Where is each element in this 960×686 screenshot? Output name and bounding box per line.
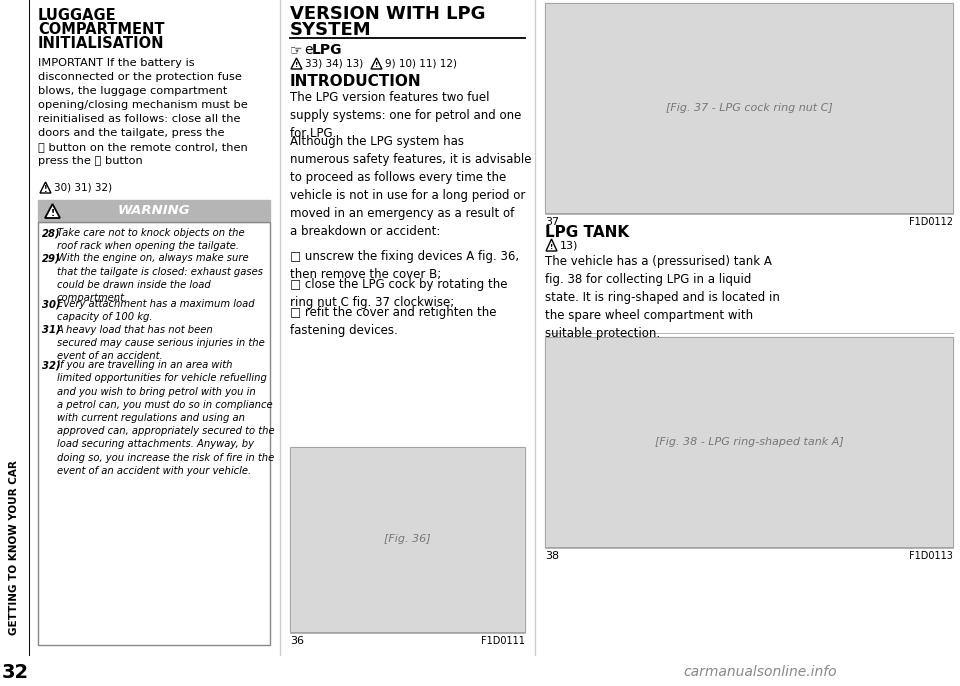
Text: The LPG version features two fuel
supply systems: one for petrol and one
for LPG: The LPG version features two fuel supply…	[290, 91, 521, 140]
Text: !: !	[44, 185, 47, 195]
Text: carmanualsonline.info: carmanualsonline.info	[684, 665, 837, 679]
Text: 29): 29)	[42, 253, 60, 263]
Text: !: !	[374, 62, 378, 68]
Text: □ close the LPG cock by rotating the
ring nut C fig. 37 clockwise;: □ close the LPG cock by rotating the rin…	[290, 278, 508, 309]
Text: 13): 13)	[560, 240, 578, 250]
Text: Take care not to knock objects on the
roof rack when opening the tailgate.: Take care not to knock objects on the ro…	[57, 228, 245, 251]
Text: 30): 30)	[42, 299, 60, 309]
Text: LPG TANK: LPG TANK	[545, 225, 629, 240]
Text: 36: 36	[290, 636, 304, 646]
Text: If you are travelling in an area with
limited opportunities for vehicle refuelli: If you are travelling in an area with li…	[57, 360, 275, 476]
Text: With the engine on, always make sure
that the tailgate is closed: exhaust gases
: With the engine on, always make sure tha…	[57, 253, 263, 303]
Bar	[38, 222, 270, 645]
Text: 32: 32	[1, 663, 29, 681]
Bar	[545, 337, 953, 547]
Text: 30) 31) 32): 30) 31) 32)	[54, 183, 112, 193]
Text: Although the LPG system has
numerous safety features, it is advisable
to proceed: Although the LPG system has numerous saf…	[290, 135, 532, 238]
Text: □ unscrew the fixing devices A fig. 36,
then remove the cover B;: □ unscrew the fixing devices A fig. 36, …	[290, 250, 519, 281]
Text: 31): 31)	[42, 324, 60, 335]
Bar	[290, 447, 525, 632]
Bar	[290, 447, 525, 632]
Text: ☞: ☞	[290, 43, 302, 57]
Text: LPG: LPG	[312, 43, 343, 57]
Text: !: !	[295, 62, 299, 68]
Text: COMPARTMENT: COMPARTMENT	[38, 22, 164, 37]
Text: A heavy load that has not been
secured may cause serious injuries in the
event o: A heavy load that has not been secured m…	[57, 324, 265, 361]
Bar	[0, 0, 30, 655]
Text: !: !	[51, 209, 55, 219]
Text: The vehicle has a (pressurised) tank A
fig. 38 for collecting LPG in a liquid
st: The vehicle has a (pressurised) tank A f…	[545, 255, 780, 340]
Text: INTRODUCTION: INTRODUCTION	[290, 74, 421, 89]
Text: INITIALISATION: INITIALISATION	[38, 36, 164, 51]
Text: 37: 37	[545, 217, 559, 227]
Bar	[38, 200, 270, 222]
Text: 32): 32)	[42, 360, 60, 370]
Text: F1D0112: F1D0112	[909, 217, 953, 227]
Text: □ refit the cover and retighten the
fastening devices.: □ refit the cover and retighten the fast…	[290, 306, 496, 337]
Text: !: !	[550, 244, 553, 250]
Text: [Fig. 36]: [Fig. 36]	[384, 534, 431, 545]
Text: SYSTEM: SYSTEM	[290, 21, 372, 39]
Polygon shape	[45, 204, 60, 218]
Text: GETTING TO KNOW YOUR CAR: GETTING TO KNOW YOUR CAR	[9, 460, 19, 635]
Text: 28): 28)	[42, 228, 60, 238]
Text: VERSION WITH LPG: VERSION WITH LPG	[290, 5, 486, 23]
Text: [Fig. 38 - LPG ring-shaped tank A]: [Fig. 38 - LPG ring-shaped tank A]	[655, 437, 844, 447]
Text: LUGGAGE: LUGGAGE	[38, 8, 116, 23]
Text: 38: 38	[545, 551, 559, 561]
Text: 33) 34) 13): 33) 34) 13)	[305, 59, 363, 69]
Text: e: e	[304, 43, 313, 57]
Text: 9) 10) 11) 12): 9) 10) 11) 12)	[385, 59, 457, 69]
Text: WARNING: WARNING	[118, 204, 190, 217]
Text: [Fig. 37 - LPG cock ring nut C]: [Fig. 37 - LPG cock ring nut C]	[665, 103, 832, 113]
Text: F1D0113: F1D0113	[909, 551, 953, 561]
Bar	[545, 3, 953, 213]
Bar	[545, 3, 953, 213]
Text: IMPORTANT If the battery is
disconnected or the protection fuse
blows, the lugga: IMPORTANT If the battery is disconnected…	[38, 58, 248, 166]
Text: F1D0111: F1D0111	[481, 636, 525, 646]
Text: Every attachment has a maximum load
capacity of 100 kg.: Every attachment has a maximum load capa…	[57, 299, 254, 322]
Bar	[545, 337, 953, 547]
